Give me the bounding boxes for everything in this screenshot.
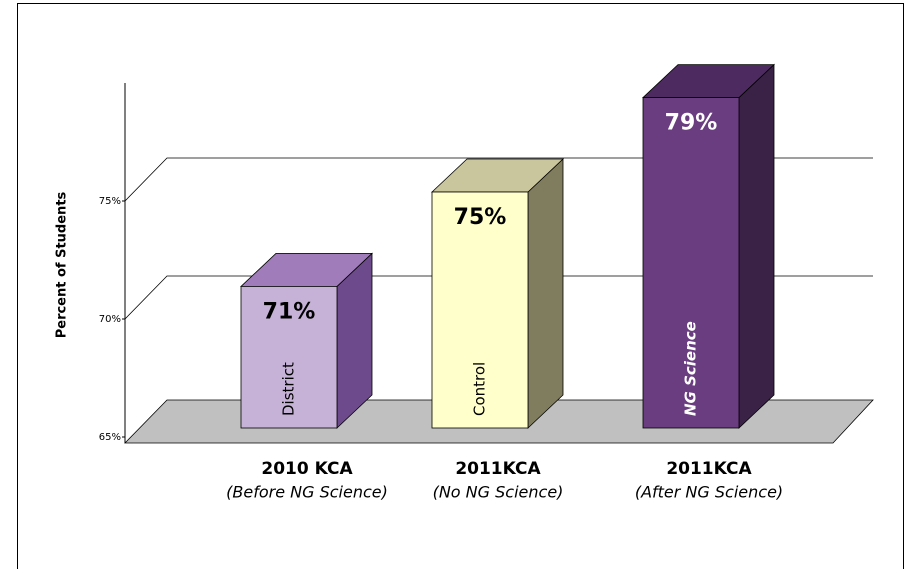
value-label: 75% — [454, 205, 507, 230]
bar — [431, 191, 529, 429]
y-tick-label: 70% — [99, 314, 121, 325]
x-tick-label: 2011KCA — [666, 459, 752, 479]
y-tick-label: 65% — [99, 432, 121, 443]
x-tick-label: 2010 KCA — [261, 459, 353, 479]
bar-side — [527, 158, 564, 429]
y-tick-label: 75% — [99, 196, 121, 207]
y-axis-label: Percent of Students — [55, 191, 70, 338]
grid-line — [124, 157, 873, 202]
bar-label: NG Science — [682, 321, 700, 416]
bar-label: Control — [471, 362, 489, 416]
value-label: 79% — [665, 111, 718, 136]
grid-line — [124, 275, 873, 320]
bar-side — [738, 63, 775, 429]
bar — [642, 97, 740, 429]
value-label: 71% — [263, 299, 316, 324]
x-tick-label: 2011KCA — [455, 459, 541, 479]
x-subtitle: (After NG Science) — [635, 483, 783, 502]
x-subtitle: (Before NG Science) — [226, 483, 388, 502]
bar — [240, 285, 338, 429]
x-subtitle: (No NG Science) — [433, 483, 564, 502]
bar-label: District — [280, 362, 298, 416]
